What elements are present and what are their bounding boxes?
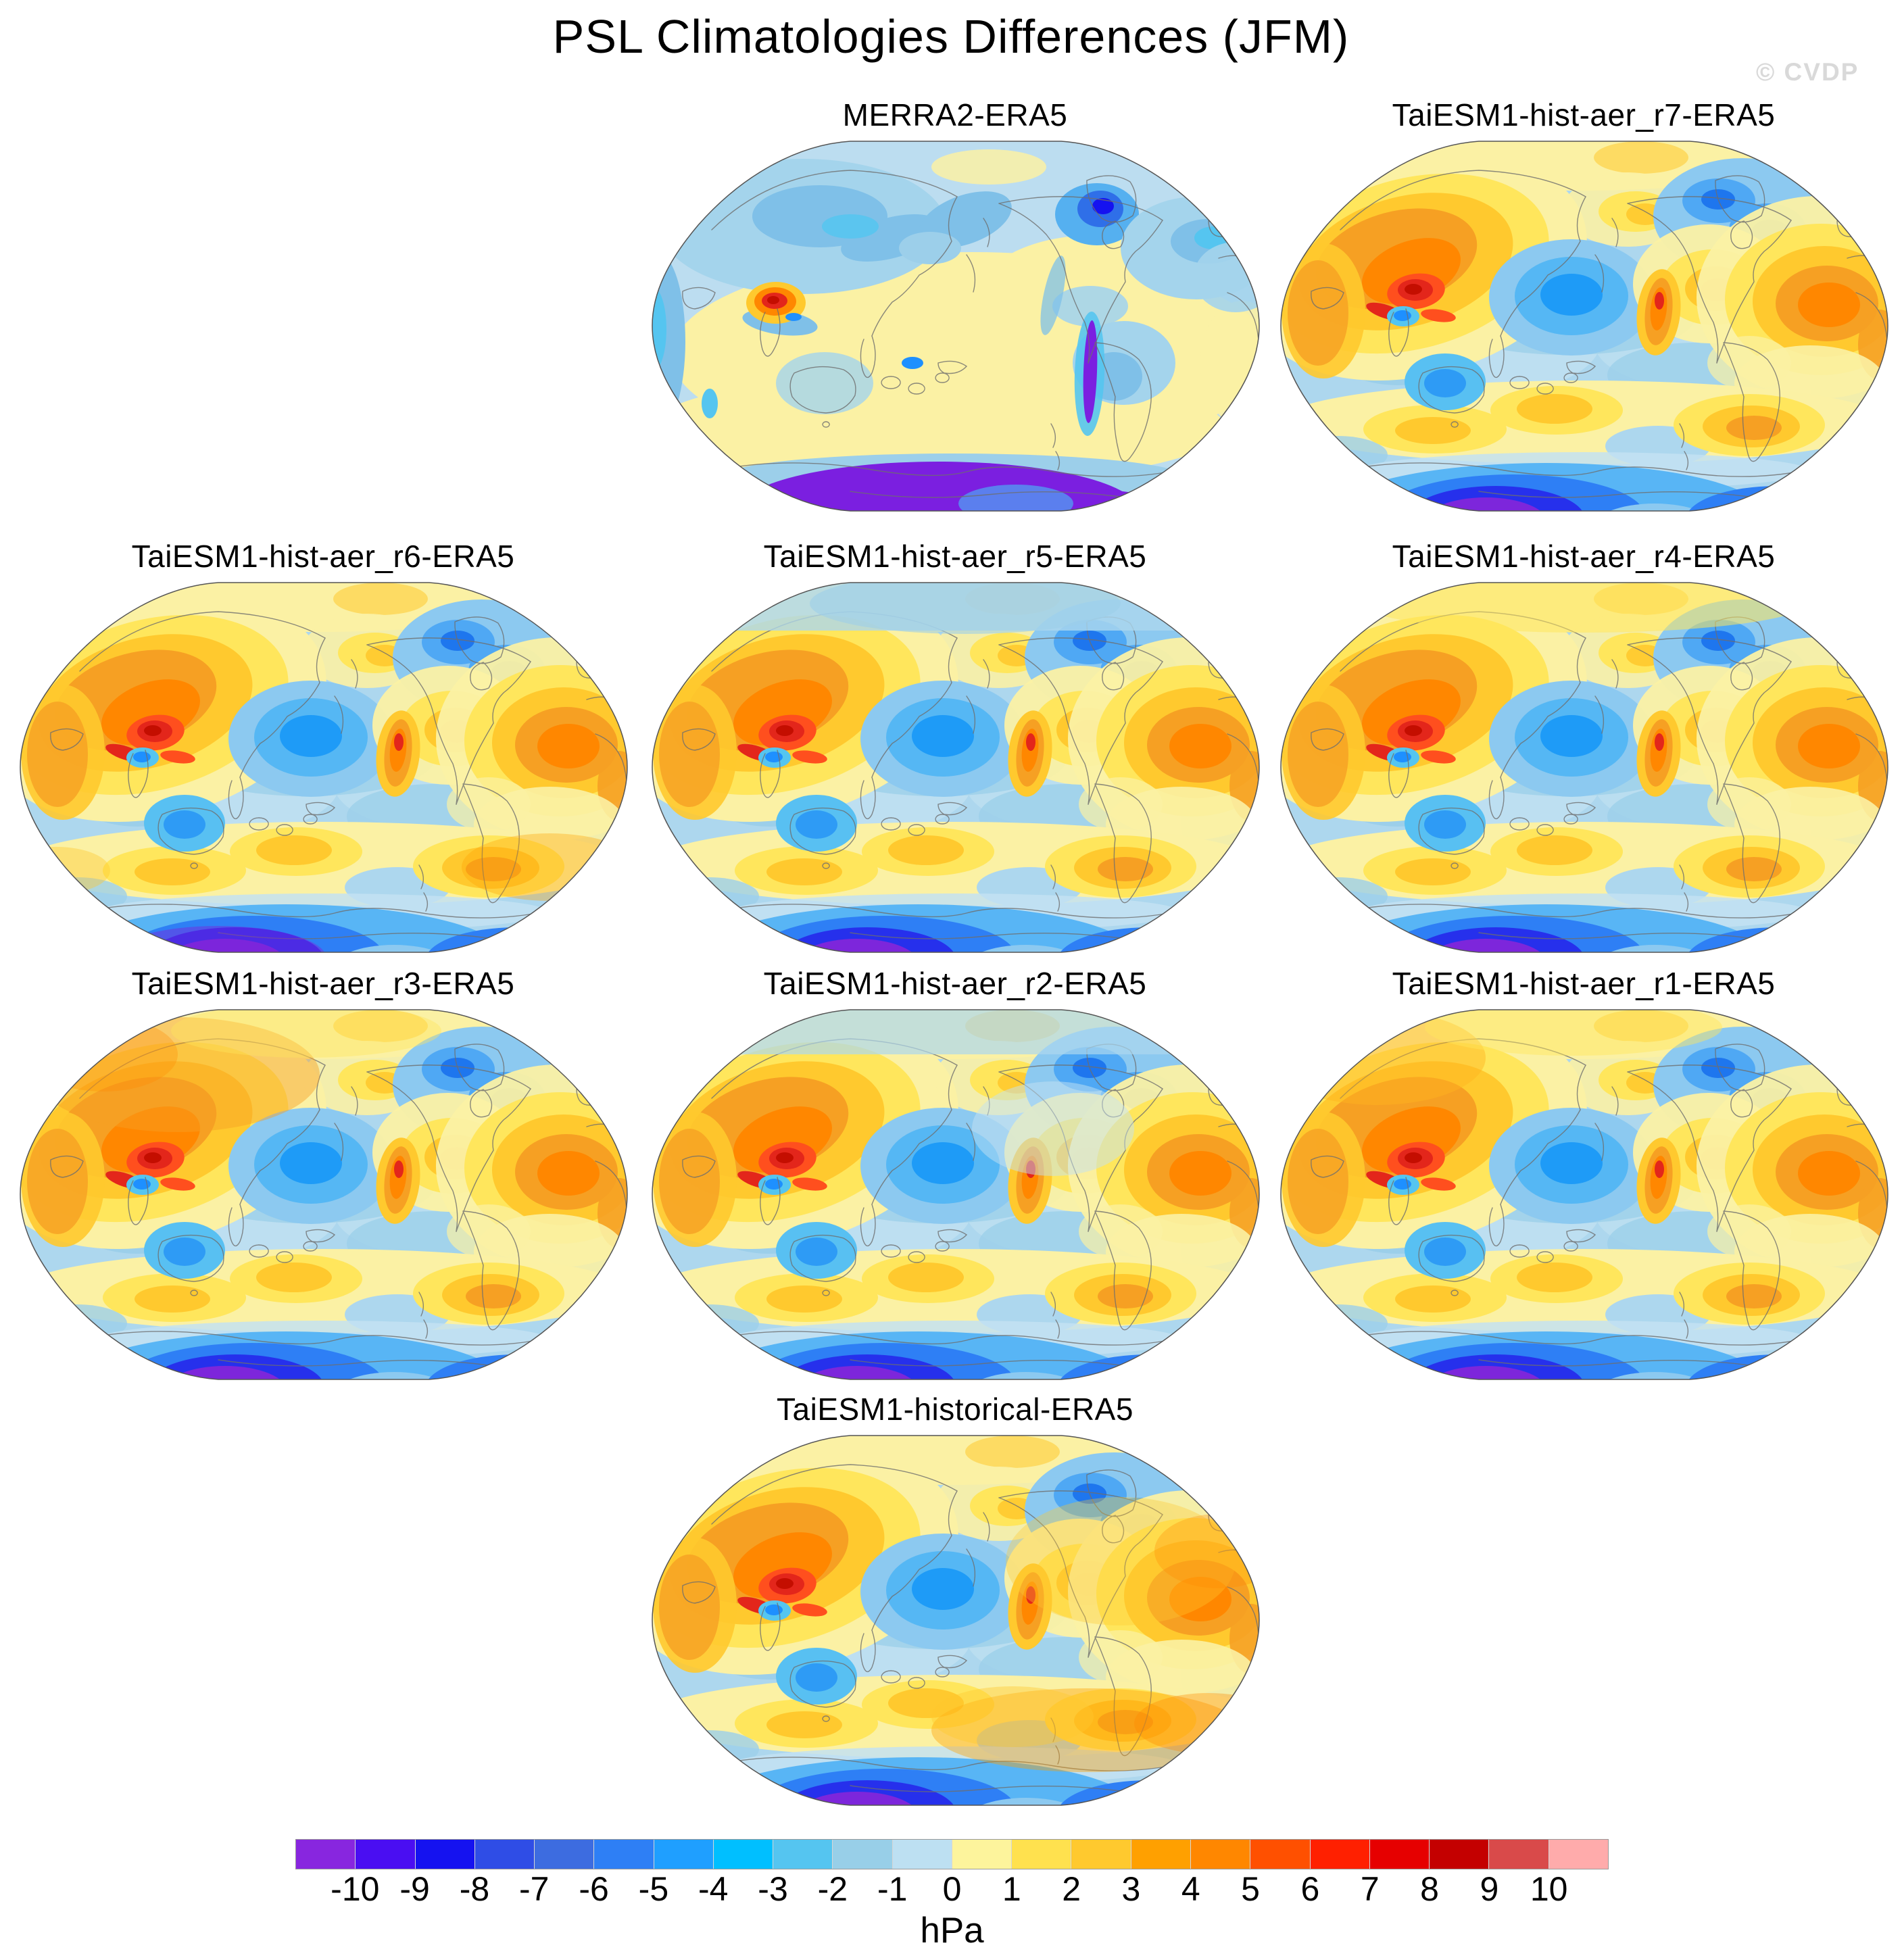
colorbar-cell [356, 1840, 416, 1869]
colorbar-tick-label: 2 [1062, 1870, 1081, 1908]
colorbar-cell [1190, 1840, 1251, 1869]
world-map-historical [652, 1435, 1260, 1806]
colorbar-tick-label: 5 [1241, 1870, 1260, 1908]
colorbar-cell [1489, 1840, 1549, 1869]
colorbar-tick-label: 1 [1002, 1870, 1021, 1908]
panel-title: TaiESM1-historical-ERA5 [777, 1392, 1133, 1427]
colorbar-tick-label: 10 [1530, 1870, 1568, 1908]
colorbar-tick-label: 8 [1420, 1870, 1439, 1908]
colorbar-cell [1310, 1840, 1370, 1869]
colorbar-tick-label: 6 [1300, 1870, 1320, 1908]
map-panel-r7: TaiESM1-hist-aer_r7-ERA5 [1276, 94, 1891, 514]
colorbar-tick-label: -1 [877, 1870, 908, 1908]
map-panel-historical: TaiESM1-historical-ERA5 [648, 1388, 1263, 1808]
world-map-merra2 [652, 141, 1260, 512]
world-map-r4 [1280, 582, 1888, 953]
colorbar-cell [474, 1840, 535, 1869]
map-panel-merra2: MERRA2-ERA5 [648, 94, 1263, 514]
panel-title: TaiESM1-hist-aer_r6-ERA5 [131, 539, 515, 574]
colorbar-tick-label: 3 [1121, 1870, 1141, 1908]
colorbar-tick-label: -7 [519, 1870, 550, 1908]
colorbar-tick-label: -5 [638, 1870, 669, 1908]
panel-title: TaiESM1-hist-aer_r7-ERA5 [1392, 97, 1776, 132]
colorbar-cell [1549, 1840, 1608, 1869]
colorbar-tick-label: 0 [942, 1870, 962, 1908]
map-panel-r3: TaiESM1-hist-aer_r3-ERA5 [16, 962, 631, 1382]
colorbar-cell [1369, 1840, 1430, 1869]
map-panel-r5: TaiESM1-hist-aer_r5-ERA5 [648, 535, 1263, 955]
colorbar-cell [535, 1840, 595, 1869]
colorbar-cell [1012, 1840, 1072, 1869]
colorbar-cell [415, 1840, 475, 1869]
panel-title: TaiESM1-hist-aer_r5-ERA5 [763, 539, 1147, 574]
figure-title: PSL Climatologies Differences (JFM) [552, 10, 1350, 63]
colorbar-tick-label: -3 [758, 1870, 788, 1908]
colorbar-tick-label: -8 [459, 1870, 490, 1908]
colorbar-cell [713, 1840, 774, 1869]
colorbar-cell [773, 1840, 833, 1869]
panel-title: TaiESM1-hist-aer_r4-ERA5 [1392, 539, 1776, 574]
colorbar-tick-label: -2 [817, 1870, 848, 1908]
world-map-r1 [1280, 1009, 1888, 1380]
world-map-r3 [20, 1009, 628, 1380]
colorbar-cell [892, 1840, 952, 1869]
colorbar-tick-label: 9 [1480, 1870, 1499, 1908]
world-map-r2 [652, 1009, 1260, 1380]
colorbar-tick-label: -4 [698, 1870, 729, 1908]
colorbar-cell [1131, 1840, 1191, 1869]
world-map-r7 [1280, 141, 1888, 512]
cvdp-watermark: © CVDP [1756, 58, 1859, 86]
colorbar-tick-label: 4 [1181, 1870, 1200, 1908]
panel-title: TaiESM1-hist-aer_r3-ERA5 [131, 966, 515, 1001]
panel-title: MERRA2-ERA5 [842, 97, 1068, 132]
colorbar-cell [1430, 1840, 1490, 1869]
colorbar-cell [1250, 1840, 1311, 1869]
colorbar-cell [1071, 1840, 1131, 1869]
colorbar [295, 1839, 1609, 1869]
colorbar-cell [654, 1840, 714, 1869]
world-map-r6 [20, 582, 628, 953]
colorbar-tick-label: -9 [399, 1870, 430, 1908]
panel-title: TaiESM1-hist-aer_r2-ERA5 [763, 966, 1147, 1001]
world-map-r5 [652, 582, 1260, 953]
colorbar-ticks: -10 -9 -8 -7 -6 -5 -4 -3 -2 -1 0 1 2 3 4 5 6 7 8 9 10 [295, 1869, 1609, 1909]
colorbar-cell [833, 1840, 893, 1869]
colorbar-tick-label: -6 [579, 1870, 609, 1908]
map-panel-r6: TaiESM1-hist-aer_r6-ERA5 [16, 535, 631, 955]
colorbar-tick-label: -10 [331, 1870, 380, 1908]
colorbar-cell [952, 1840, 1013, 1869]
colorbar-cell [296, 1840, 356, 1869]
colorbar-cell [594, 1840, 654, 1869]
map-panel-r1: TaiESM1-hist-aer_r1-ERA5 [1276, 962, 1891, 1382]
colorbar-unit-label: hPa [920, 1911, 984, 1951]
colorbar-tick-label: 7 [1360, 1870, 1380, 1908]
map-panel-r4: TaiESM1-hist-aer_r4-ERA5 [1276, 535, 1891, 955]
map-panel-r2: TaiESM1-hist-aer_r2-ERA5 [648, 962, 1263, 1382]
panel-title: TaiESM1-hist-aer_r1-ERA5 [1392, 966, 1776, 1001]
